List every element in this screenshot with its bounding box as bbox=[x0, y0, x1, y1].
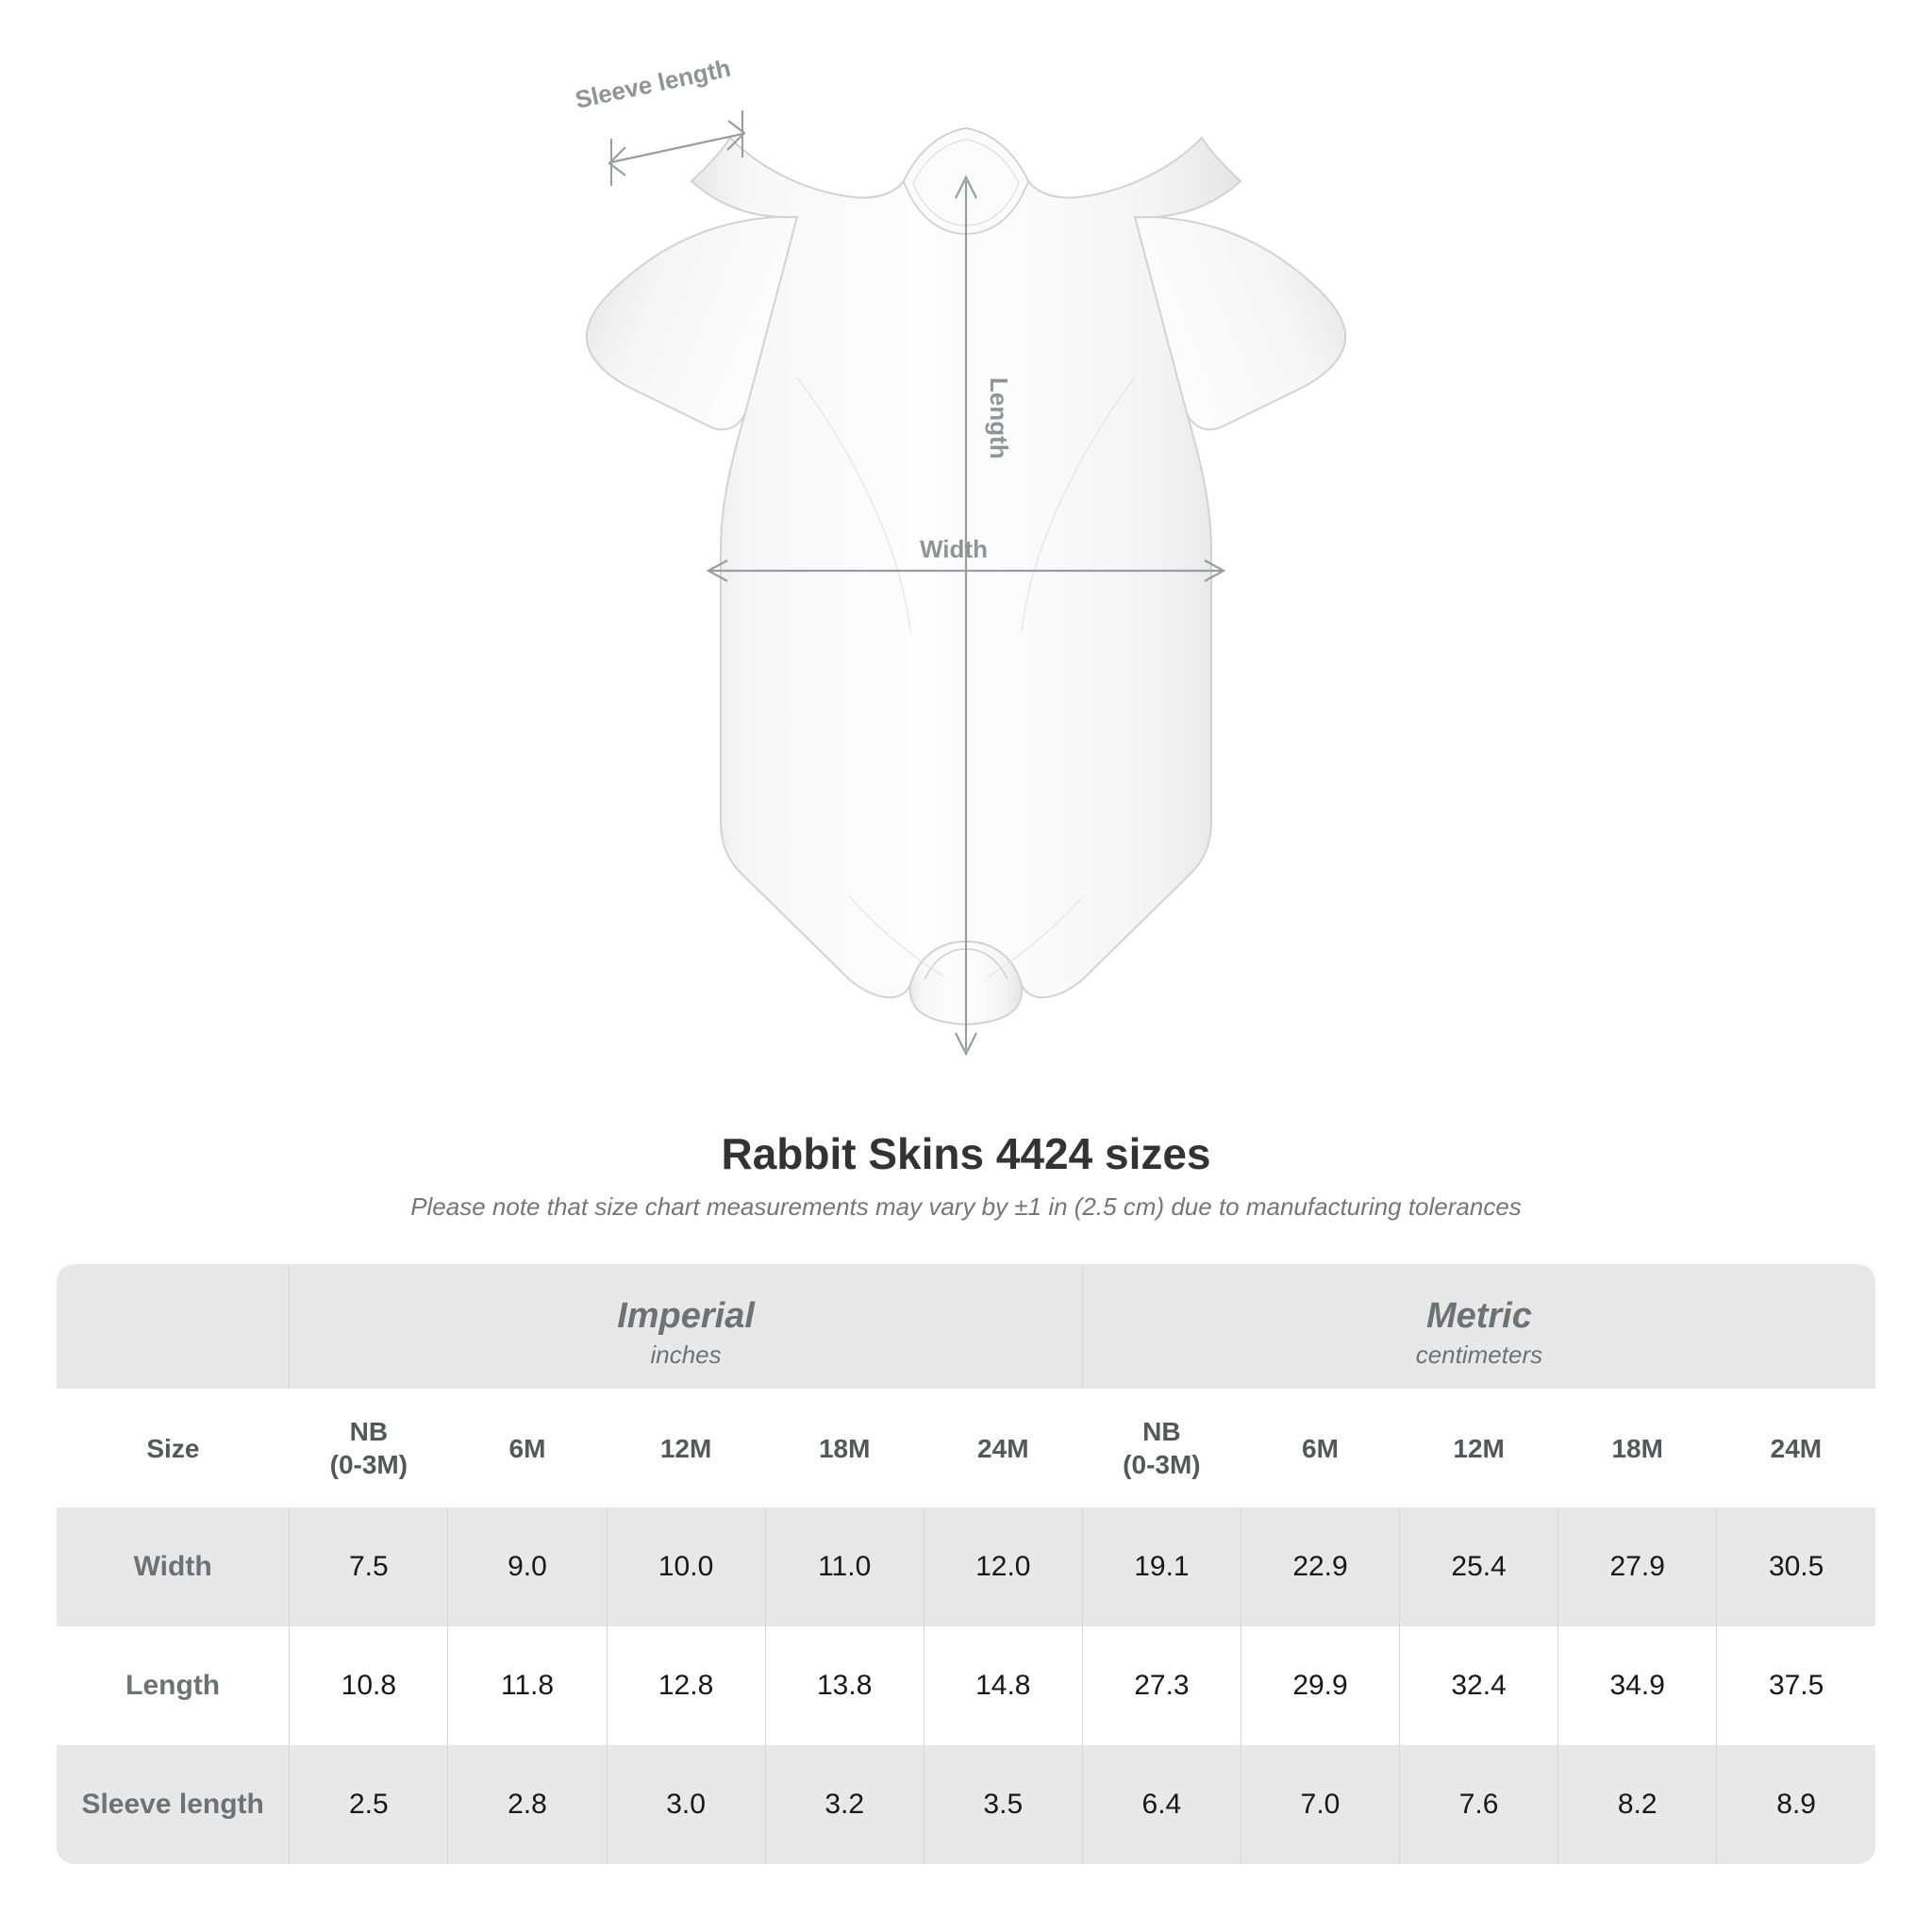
svg-text:Sleeve length: Sleeve length bbox=[573, 54, 733, 114]
svg-text:Width: Width bbox=[920, 535, 988, 563]
svg-text:Length: Length bbox=[985, 377, 1013, 459]
